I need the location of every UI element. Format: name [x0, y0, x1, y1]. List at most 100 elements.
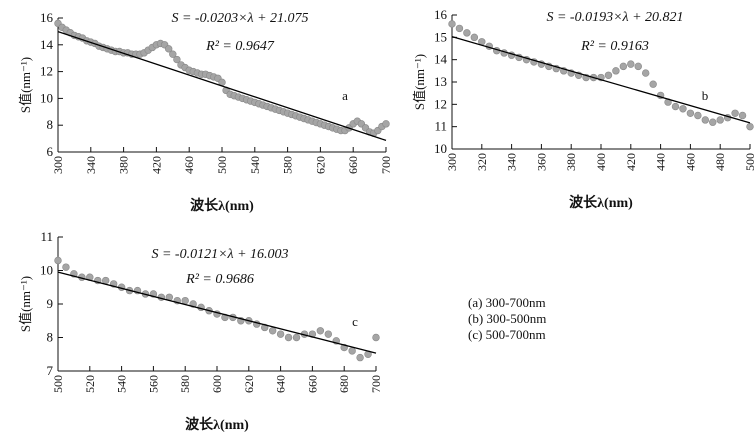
- x-tick-label: 700: [379, 156, 393, 174]
- x-tick-label: 660: [305, 375, 319, 393]
- data-point: [716, 116, 724, 124]
- data-point: [181, 296, 189, 305]
- data-point: [448, 20, 456, 28]
- fit-equation: S = -0.0193×λ + 20.821: [546, 10, 683, 25]
- x-axis-title: 波长λ(nm): [569, 194, 633, 211]
- data-point: [165, 45, 173, 53]
- x-axis-title: 波长λ(nm): [190, 197, 254, 214]
- data-point: [649, 80, 657, 88]
- x-tick-label: 680: [337, 375, 351, 393]
- data-point: [316, 327, 325, 335]
- data-point: [284, 333, 293, 342]
- y-tick-label: 10: [40, 90, 53, 105]
- legend-item-b: (b) 300-500nm: [468, 311, 547, 326]
- x-tick-label: 300: [445, 153, 459, 171]
- data-point: [634, 62, 642, 71]
- fit-line: [57, 30, 387, 142]
- data-point: [54, 256, 62, 265]
- x-tick-label: 580: [178, 375, 192, 393]
- y-tick-label: 6: [47, 144, 54, 159]
- x-tick-label: 420: [624, 153, 638, 171]
- data-point: [709, 118, 717, 126]
- r-squared: R² = 0.9647: [205, 39, 275, 54]
- x-tick-label: 380: [564, 153, 578, 171]
- x-tick-label: 700: [369, 375, 383, 393]
- data-point: [679, 105, 687, 113]
- x-tick-label: 440: [654, 153, 668, 171]
- y-tick-label: 14: [434, 52, 448, 67]
- x-axis-title: 波长λ(nm): [185, 416, 249, 433]
- data-point: [382, 120, 390, 128]
- x-tick-label: 460: [182, 156, 196, 174]
- x-tick-label: 420: [149, 156, 163, 174]
- x-tick-label: 600: [210, 375, 224, 393]
- x-tick-label: 540: [115, 375, 129, 393]
- panel-label: a: [342, 88, 348, 103]
- data-point: [738, 111, 747, 120]
- data-point: [641, 69, 650, 77]
- data-point: [619, 62, 628, 71]
- x-tick-label: 500: [215, 156, 229, 174]
- x-tick-label: 620: [313, 156, 327, 174]
- data-point: [612, 67, 620, 75]
- data-point: [169, 50, 177, 58]
- fit-line: [57, 271, 377, 354]
- y-tick-label: 7: [47, 363, 54, 378]
- fit-equation: S = -0.0203×λ + 21.075: [171, 11, 308, 26]
- r-squared: R² = 0.9163: [580, 39, 649, 54]
- x-tick-label: 540: [248, 156, 262, 174]
- data-point: [694, 111, 702, 120]
- panel-label: b: [702, 88, 709, 103]
- data-point: [62, 263, 70, 271]
- x-tick-label: 500: [51, 375, 65, 393]
- data-point: [604, 71, 613, 80]
- y-tick-label: 15: [434, 29, 447, 44]
- y-tick-label: 12: [40, 64, 53, 79]
- y-axis-title: S值(nm⁻¹): [18, 57, 33, 113]
- data-point: [731, 109, 739, 117]
- chart-panel-c: 7 8 9 10 11 500 520 540 560 580 600 620 640 660 680 700…: [18, 229, 383, 433]
- x-tick-label: 580: [281, 156, 295, 174]
- fit-equation: S = -0.0121×λ + 16.003: [151, 247, 288, 262]
- x-tick-label: 460: [683, 153, 697, 171]
- y-tick-label: 14: [40, 37, 54, 52]
- x-tick-label: 320: [475, 153, 489, 171]
- data-point: [348, 347, 356, 355]
- y-tick-label: 8: [47, 117, 54, 132]
- y-tick-label: 10: [434, 141, 447, 156]
- y-tick-label: 11: [40, 229, 53, 244]
- data-point: [292, 333, 301, 342]
- y-axis-title: S值(nm⁻¹): [18, 276, 33, 332]
- legend-item-a: (a) 300-700nm: [468, 295, 546, 310]
- x-tick-label: 300: [51, 156, 65, 174]
- x-tick-label: 640: [274, 375, 288, 393]
- x-tick-label: 520: [83, 375, 97, 393]
- y-tick-label: 8: [47, 330, 54, 345]
- data-point: [701, 116, 709, 124]
- data-point: [356, 353, 364, 362]
- panel-label: c: [352, 314, 358, 329]
- legend: (a) 300-700nm (b) 300-500nm (c) 500-700n…: [468, 295, 546, 343]
- data-point: [463, 29, 471, 37]
- x-tick-label: 480: [713, 153, 727, 171]
- chart-panel-a: 6 8 10 12 14 16 300 340 380 420 460 500 540 580 620 660…: [18, 10, 393, 214]
- x-tick-label: 360: [534, 153, 548, 171]
- y-tick-label: 13: [434, 74, 447, 89]
- data-point: [746, 122, 754, 131]
- x-tick-label: 500: [743, 153, 754, 171]
- y-tick-label: 11: [434, 119, 447, 134]
- data-point: [268, 327, 277, 335]
- x-tick-label: 380: [117, 156, 131, 174]
- r-squared: R² = 0.9686: [185, 272, 254, 287]
- data-point: [671, 102, 680, 111]
- y-tick-label: 16: [40, 10, 54, 25]
- data-point: [324, 330, 332, 338]
- data-point: [627, 60, 635, 68]
- fit-line: [451, 36, 751, 124]
- y-tick-label: 16: [434, 7, 448, 22]
- y-axis-title: S值(nm⁻¹): [412, 54, 427, 110]
- x-tick-label: 340: [84, 156, 98, 174]
- x-tick-label: 560: [146, 375, 160, 393]
- data-point: [455, 24, 464, 33]
